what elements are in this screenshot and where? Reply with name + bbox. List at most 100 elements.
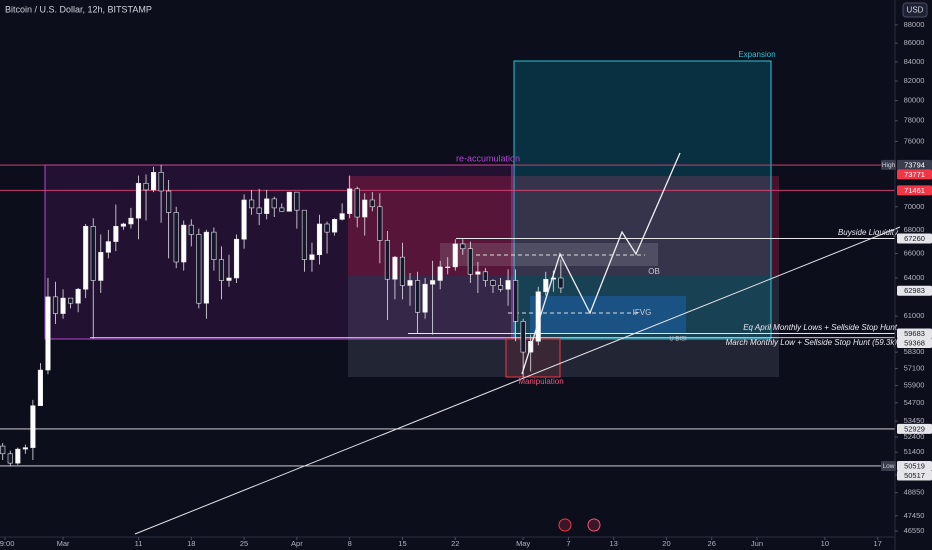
candle-body: [22, 447, 28, 450]
y-tick-label: 68000: [904, 225, 925, 234]
event-icon[interactable]: [587, 518, 601, 532]
candle-body: [513, 280, 519, 322]
y-tick-label: 55900: [904, 381, 925, 390]
candle-body: [60, 297, 66, 314]
y-tick-label: 58300: [904, 347, 925, 356]
candle-body: [226, 277, 232, 281]
candle-body: [520, 321, 526, 353]
candle-body: [543, 278, 549, 293]
candle-body: [75, 288, 81, 304]
candle-body: [316, 223, 323, 256]
manipulation-label: Manipulation: [518, 377, 563, 386]
x-tick-label: May: [516, 539, 530, 548]
y-tick-label: 88000: [904, 20, 925, 29]
x-tick-label: 17: [873, 539, 881, 548]
y-tick-label: 64000: [904, 273, 925, 282]
price-tag-caption-box: [881, 460, 896, 471]
price-tag-label: 52929: [904, 424, 925, 433]
candle-body: [173, 212, 179, 263]
candle-body: [452, 243, 458, 268]
price-tag-label: 71461: [904, 186, 925, 195]
candle-body: [196, 234, 202, 304]
x-tick-label: 25: [240, 539, 248, 548]
candle-body: [135, 182, 142, 219]
price-tag-caption: High: [882, 162, 896, 169]
candle-body: [430, 280, 436, 285]
y-tick-label: 86000: [904, 38, 925, 47]
candle-body: [347, 188, 353, 214]
candle-body: [467, 248, 473, 275]
candle-body: [445, 266, 451, 268]
chart-title: Bitcoin / U.S. Dollar, 12h, BITSTAMP: [5, 4, 152, 14]
currency-label[interactable]: USD: [907, 6, 924, 15]
candle-body: [369, 199, 375, 208]
price-tag-caption: Low: [883, 463, 895, 470]
x-tick-label: 15: [398, 539, 406, 548]
candle-body: [482, 271, 489, 281]
candle-body: [256, 207, 262, 214]
y-tick-label: 46550: [904, 526, 925, 535]
candle-body: [0, 445, 6, 455]
candle-body: [45, 296, 51, 371]
y-tick-label: 84000: [904, 57, 925, 66]
candle-body: [233, 238, 240, 279]
price-tag: [897, 460, 932, 471]
candle-body: [30, 405, 36, 448]
candle-body: [392, 256, 398, 280]
y-tick-label: 48850: [904, 488, 925, 497]
candle-body: [414, 280, 421, 313]
candle-body: [52, 296, 59, 314]
candle-body: [490, 280, 496, 286]
candle-body: [550, 277, 556, 280]
x-tick-label: 22: [451, 539, 459, 548]
eq-april-label: Eq April Monthly Lows + Sellside Stop Hu…: [743, 323, 898, 332]
candle-body: [324, 223, 330, 233]
x-tick-label: 20: [662, 539, 670, 548]
x-tick-label: Mar: [57, 539, 70, 548]
candle-body: [384, 240, 390, 280]
y-tick-label: 80000: [904, 96, 925, 105]
candle-body: [475, 271, 481, 275]
march-low-label: March Monthly Low + Sellside Stop Hunt (…: [726, 338, 898, 347]
y-tick-label: 54700: [904, 398, 925, 407]
y-tick-label: 61000: [904, 311, 925, 320]
x-tick-label: Jun: [751, 539, 763, 548]
reaccumulation-label: re-accumulation: [456, 153, 520, 163]
y-tick-label: 57100: [904, 364, 925, 373]
annotation-labels: Expansion re-accumulation Buyside Liquid…: [456, 50, 899, 386]
price-tag-label: 67260: [904, 234, 925, 243]
candle-body: [339, 213, 345, 220]
candle-body: [143, 182, 149, 191]
bisi-label: U BISI: [669, 337, 687, 343]
price-tag-caption-box: [881, 159, 896, 170]
candle-body: [362, 199, 368, 218]
y-tick-label: 52400: [904, 432, 925, 441]
x-tick-label: 13: [609, 539, 617, 548]
candle-body: [90, 226, 96, 281]
premium-zone: [348, 176, 779, 276]
price-tag-label: 50519: [904, 461, 925, 470]
y-tick-label: 76000: [904, 136, 925, 145]
currency-button[interactable]: [902, 2, 928, 18]
price-tag: [897, 233, 932, 244]
x-tick-label: 26: [708, 539, 716, 548]
candle-body: [218, 259, 225, 281]
candle-body: [377, 206, 383, 241]
expansion-label: Expansion: [738, 50, 775, 59]
candle-body: [497, 285, 504, 290]
candle-body: [181, 224, 187, 263]
event-icon[interactable]: [558, 518, 572, 532]
candle-body: [407, 280, 413, 286]
price-tag: [897, 185, 932, 196]
candle-body: [309, 254, 315, 260]
candle-body: [37, 369, 43, 406]
y-tick-label: 47450: [904, 511, 925, 520]
axes: 88000 86000 84000 82000 80000 78000 76000 70000…: [0, 20, 924, 548]
price-tag-label: 62983: [904, 286, 925, 295]
candle-body: [332, 219, 338, 233]
candle-body: [120, 223, 126, 227]
candles: [0, 164, 564, 467]
x-tick-label: 8: [348, 539, 352, 548]
